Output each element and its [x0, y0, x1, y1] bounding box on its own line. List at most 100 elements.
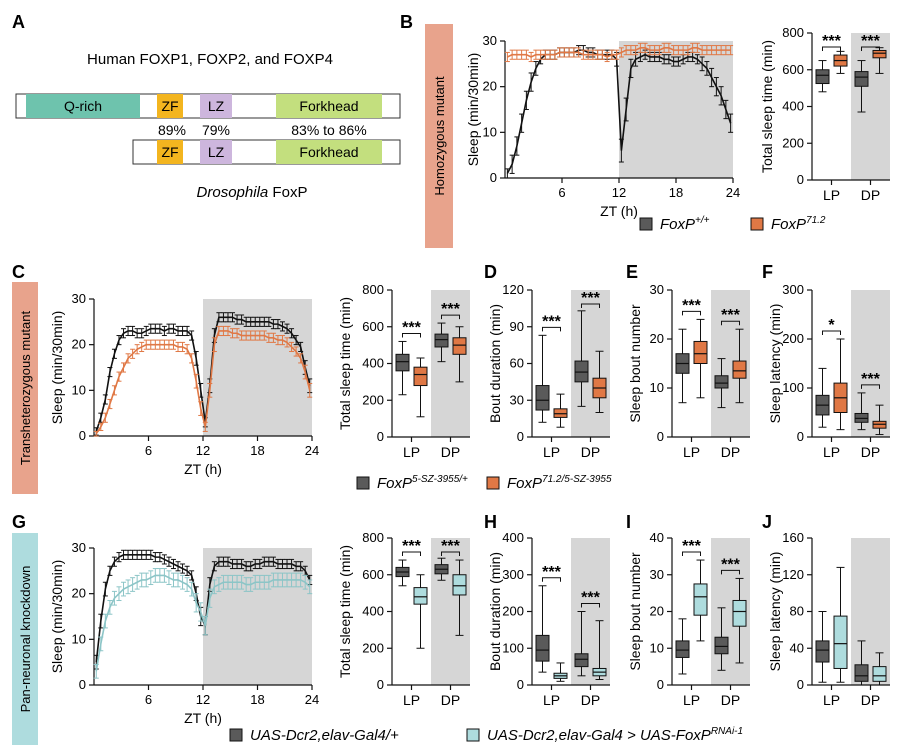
legend-label-1: FoxP+/+ [660, 215, 710, 233]
panel-letter-j: J [762, 512, 772, 532]
y-tick-label: 20 [72, 586, 86, 601]
y-tick-label: 20 [483, 79, 497, 94]
y-tick-label: 10 [72, 382, 86, 397]
legend-swatch-1 [229, 728, 243, 742]
significance-label: * [828, 317, 835, 334]
box [815, 640, 830, 663]
y-tick-label: 120 [782, 567, 804, 582]
y-tick-label: 0 [517, 429, 524, 444]
box-dp-series-2 [592, 620, 607, 680]
y-tick-label: 400 [362, 356, 384, 371]
chart-j-sleep-latency: 0 40 80 120 160 Sleep latency (min) LP DP [767, 530, 890, 708]
sidebar-g: Pan-neuronal knockdown [12, 533, 38, 745]
y-tick-label: 400 [782, 99, 804, 114]
box-lp-series-2 [833, 50, 848, 74]
significance-label: *** [682, 297, 701, 314]
y-tick-label: 300 [502, 567, 524, 582]
y-tick-label: 800 [362, 530, 384, 545]
lz-identity: 79% [202, 122, 230, 138]
y-tick-label: 30 [510, 392, 524, 407]
x-axis-label: ZT (h) [184, 710, 222, 726]
series-line [95, 574, 311, 672]
y-tick-label: 200 [362, 640, 384, 655]
box [553, 408, 568, 418]
x-tick-label-lp: LP [543, 692, 560, 708]
box-dp-series-2 [872, 652, 887, 686]
significance-label: *** [542, 564, 561, 581]
y-tick-label: 0 [79, 428, 86, 443]
qrich-domain [26, 94, 140, 118]
y-tick-label: 0 [797, 429, 804, 444]
legend-g: UAS-Dcr2,elav-Gal4/+ UAS-Dcr2,elav-Gal4 >… [229, 726, 743, 744]
y-axis-label: Sleep bout number [627, 304, 643, 423]
box [833, 615, 848, 669]
forkhead-identity: 83% to 86% [291, 122, 367, 138]
significance-bracket [581, 303, 600, 308]
x-tick-label: 12 [612, 185, 626, 200]
series-line [95, 316, 311, 432]
x-tick-label: 18 [669, 185, 683, 200]
x-tick-label-lp: LP [823, 692, 840, 708]
y-tick-label: 0 [797, 172, 804, 187]
x-tick-label: 18 [250, 443, 264, 458]
x-tick-label: 24 [726, 185, 740, 200]
significance-bracket [861, 384, 880, 389]
legend-swatch-1 [356, 476, 370, 490]
box [395, 353, 410, 372]
y-tick-label: 30 [483, 33, 497, 48]
significance-label: *** [721, 556, 740, 573]
box [872, 49, 887, 59]
sidebar-b-label: Homozygous mutant [432, 76, 447, 196]
legend-b: FoxP+/+ FoxP71.2 [639, 215, 826, 233]
y-tick-label: 0 [657, 677, 664, 692]
legend-label-1: UAS-Dcr2,elav-Gal4/+ [250, 727, 399, 744]
chart-c-sleep-profile: 0 10 20 30 Sleep (min/30min) 6 12 18 24 ZT (h) [49, 291, 319, 477]
box [452, 337, 467, 355]
box-lp-series-2 [553, 662, 568, 682]
zf-label-fly: ZF [161, 144, 178, 160]
panel-letter-f: F [762, 262, 773, 282]
dark-period-shade [851, 538, 890, 685]
significance-bracket [822, 46, 841, 51]
box-dp-series-2 [452, 326, 467, 383]
significance-label: *** [581, 590, 600, 607]
y-tick-label: 300 [782, 282, 804, 297]
panel-letter-h: H [484, 512, 497, 532]
y-axis-label: Bout duration (min) [487, 304, 503, 423]
series-2 [504, 42, 734, 63]
y-tick-label: 10 [72, 631, 86, 646]
y-tick-label: 200 [362, 392, 384, 407]
box-lp-series-2 [693, 559, 708, 642]
box [732, 360, 747, 379]
y-tick-label: 10 [650, 380, 664, 395]
box-lp-series-2 [413, 357, 428, 418]
panel-a-title: Human FOXP1, FOXP2, and FOXP4 [87, 51, 333, 68]
box [854, 71, 869, 87]
chart-c-total-sleep: 0 200 400 600 800 Total sleep time (min) LP ***… [337, 282, 470, 460]
significance-bracket [822, 330, 841, 335]
y-tick-label: 400 [502, 530, 524, 545]
significance-bracket [402, 551, 421, 557]
box-lp-series-2 [693, 318, 708, 399]
box [854, 664, 869, 682]
series-line [95, 330, 311, 435]
x-tick-label: 12 [196, 443, 210, 458]
y-tick-label: 10 [483, 124, 497, 139]
significance-label: *** [402, 538, 421, 555]
panel-letter-a: A [12, 12, 25, 32]
x-tick-label: 6 [558, 185, 565, 200]
legend-swatch-1 [639, 217, 653, 231]
qrich-label: Q-rich [64, 98, 102, 114]
y-axis-label: Sleep bout number [627, 552, 643, 671]
y-tick-label: 0 [377, 677, 384, 692]
x-tick-label-dp: DP [861, 692, 880, 708]
significance-label: *** [542, 313, 561, 330]
significance-bracket [682, 310, 701, 316]
lz-label-fly: LZ [208, 144, 225, 160]
box-dp-series-1 [574, 310, 589, 407]
significance-bracket [402, 332, 421, 338]
y-tick-label: 40 [790, 640, 804, 655]
significance-bracket [861, 46, 880, 51]
y-tick-label: 30 [650, 282, 664, 297]
